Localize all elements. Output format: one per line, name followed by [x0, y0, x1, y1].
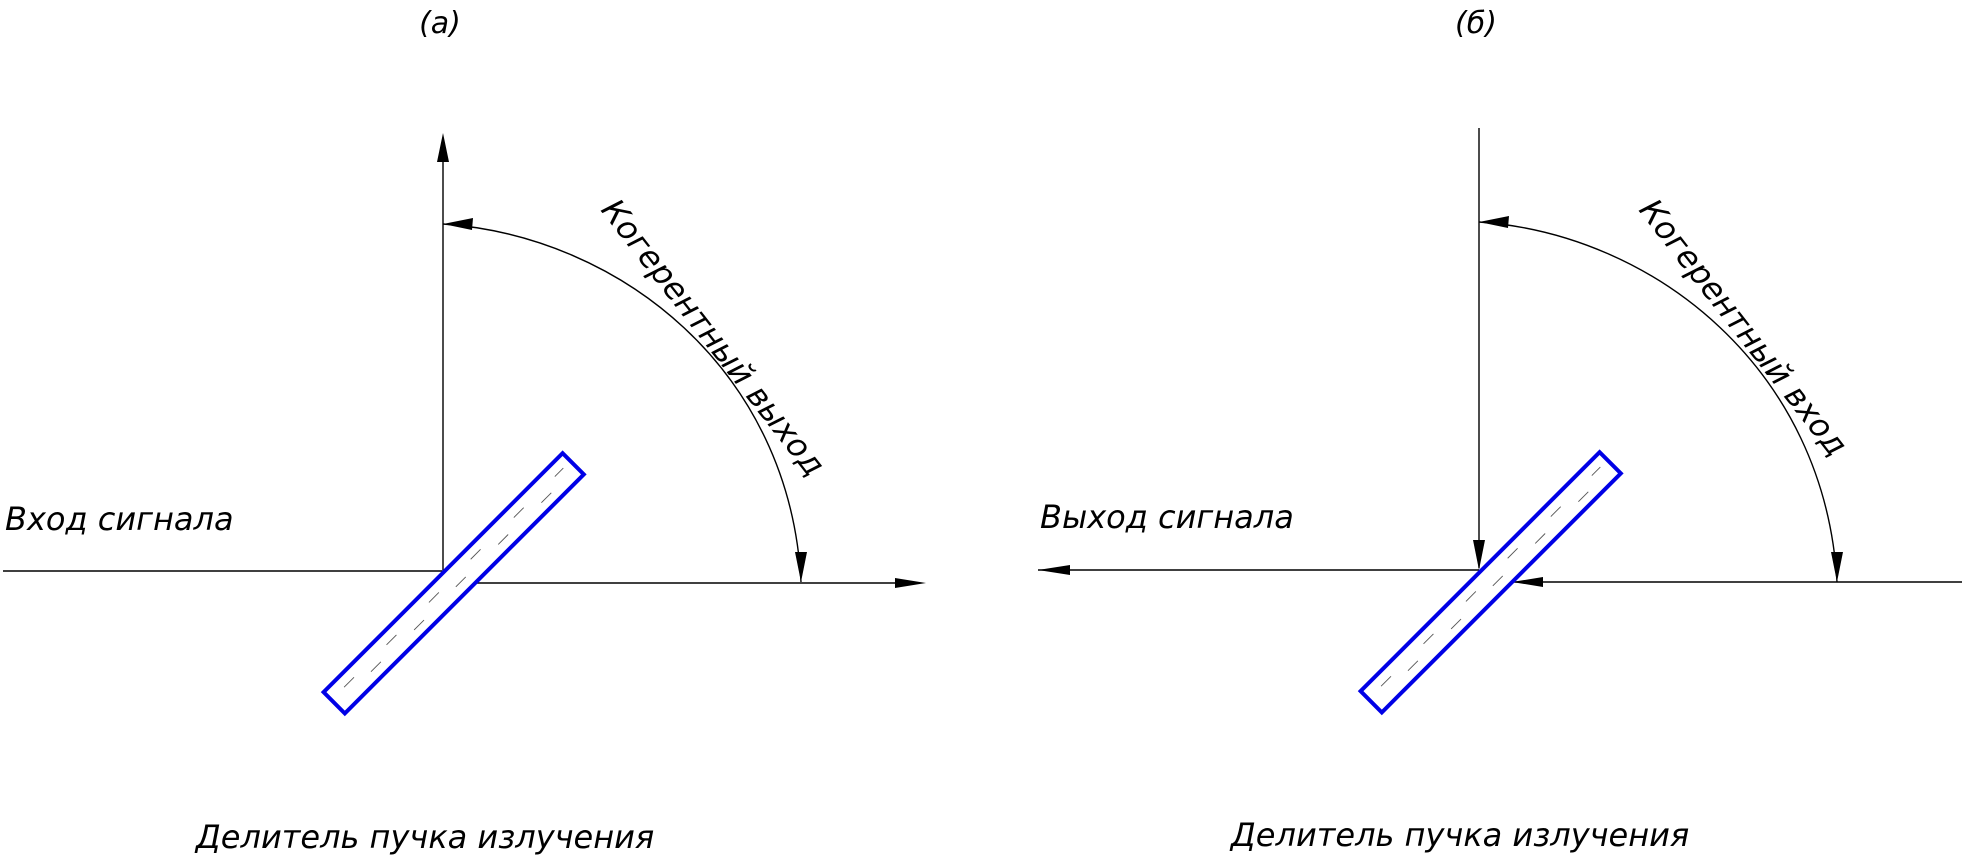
panel-a-arc-arrowhead-top	[443, 218, 473, 230]
panel-a-output-arrowhead	[895, 578, 926, 588]
panel-a: (a)	[3, 6, 926, 856]
panel-a-coherent-label: Когерентный выход	[594, 192, 833, 484]
panel-a-signal-label: Вход сигнала	[5, 500, 234, 538]
panel-a-vertical-arrowhead	[437, 133, 449, 162]
panel-b-arc-arrowhead-bottom	[1831, 552, 1843, 582]
panel-a-coherent-arc	[442, 223, 802, 583]
panel-b-signal-label: Выход сигнала	[1040, 498, 1294, 536]
panel-b: (б)	[1038, 6, 1962, 854]
panel-b-vertical-arrowhead	[1473, 540, 1485, 570]
panel-b-input-arrowhead	[1512, 577, 1543, 587]
panel-b-coherent-label: Когерентный вход	[1632, 192, 1856, 464]
panel-b-arc-arrowhead-top	[1479, 216, 1509, 228]
panel-b-label: (б)	[1455, 6, 1497, 41]
panel-a-label: (a)	[419, 6, 461, 41]
panel-a-arc-arrowhead-bottom	[795, 552, 807, 582]
panel-a-splitter-label: Делитель пучка излучения	[194, 818, 654, 856]
panel-b-beam-splitter	[1357, 449, 1624, 716]
panel-a-beam-splitter	[320, 450, 587, 717]
panel-b-splitter-label: Делитель пучка излучения	[1229, 816, 1689, 854]
panel-b-output-arrowhead	[1038, 565, 1070, 575]
panel-b-coherent-arc	[1478, 221, 1838, 583]
